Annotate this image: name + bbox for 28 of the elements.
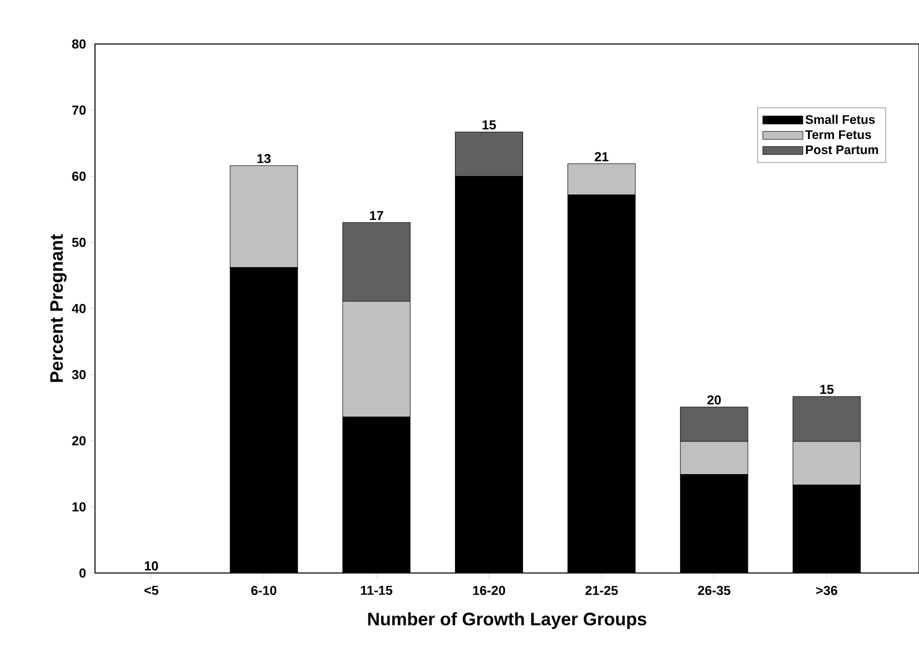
annotation: 15 <box>482 120 496 130</box>
x-tick-label: >36 <box>816 586 838 596</box>
x-tick-label: 16-20 <box>473 586 506 596</box>
y-tick-label: 60 <box>72 172 86 181</box>
x-tick-label: 26-35 <box>698 586 730 596</box>
y-tick-label: 0 <box>79 568 86 578</box>
y-tick-label: 70 <box>72 106 86 115</box>
x-tick-label: 6-10 <box>251 586 276 596</box>
annotation: 10 <box>144 561 158 570</box>
x-tick-label: 11-15 <box>360 586 392 595</box>
y-tick-label: 40 <box>72 304 86 314</box>
y-tick-label: 30 <box>72 370 86 380</box>
y-tick-label: 80 <box>72 39 86 49</box>
annotation: 13 <box>257 154 271 164</box>
legend-label: Post Partum <box>806 145 878 154</box>
x-tick-label: 21-25 <box>585 586 618 596</box>
annotation: 20 <box>707 395 721 405</box>
annotation: 17 <box>370 211 384 220</box>
annotation: 15 <box>820 384 834 394</box>
x-axis-title: Number of Growth Layer Groups <box>368 612 646 629</box>
y-tick-label: 10 <box>72 502 86 512</box>
x-tick-label: <5 <box>144 586 158 595</box>
legend-label: Term Fetus <box>805 130 872 140</box>
y-axis-title: Percent Pregnant <box>50 234 67 382</box>
y-tick-label: 20 <box>72 436 86 446</box>
y-tick-label: 50 <box>72 238 86 247</box>
annotation: 21 <box>594 152 608 162</box>
legend-label: Small Fetus <box>805 114 875 124</box>
